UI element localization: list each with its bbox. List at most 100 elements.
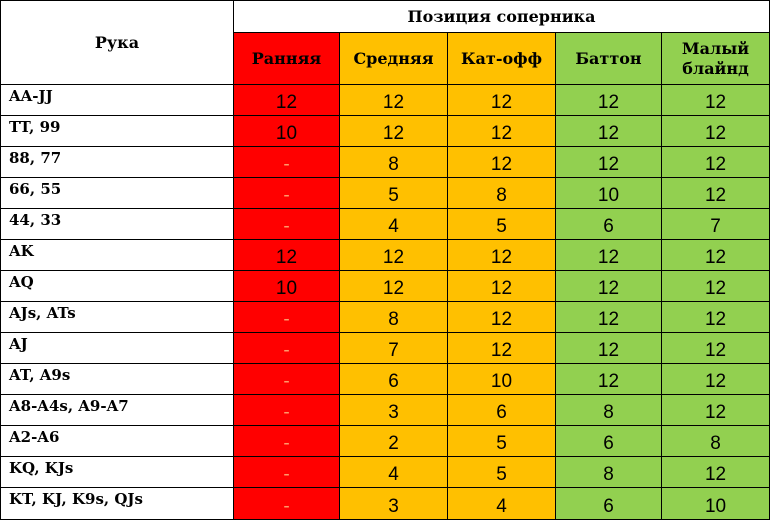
- hand-column-header: Рука: [0, 0, 234, 85]
- value-cell: 6: [555, 425, 662, 457]
- value-cell: 12: [555, 146, 662, 178]
- value-cell: 12: [555, 84, 662, 116]
- value-cell: 7: [660, 208, 770, 240]
- value-cell: 6: [555, 487, 662, 520]
- value-cell: 12: [555, 115, 662, 147]
- hand-cell: A8-A4s, A9-A7: [0, 394, 234, 426]
- value-cell: 12: [447, 146, 556, 178]
- value-cell: 4: [447, 487, 556, 520]
- value-cell: 10: [447, 363, 556, 395]
- position-header-1: Ранняя: [233, 32, 340, 85]
- value-cell: 12: [660, 115, 770, 147]
- value-cell: 8: [660, 425, 770, 457]
- value-cell: 8: [447, 177, 556, 209]
- hand-cell: AQ: [0, 270, 234, 302]
- value-cell: 12: [339, 239, 448, 271]
- table-row: AQ 10 12 12 12 12: [0, 270, 770, 302]
- table-row: A2-A6-2 5 6 8: [0, 425, 770, 457]
- value-cell: 3: [339, 487, 448, 520]
- value-cell: 12: [447, 239, 556, 271]
- value-cell: 12: [660, 456, 770, 488]
- position-header-5: Малый блайнд: [660, 32, 770, 85]
- value-cell: 12: [447, 332, 556, 364]
- value-cell: 12: [660, 363, 770, 395]
- value-cell: 12: [660, 332, 770, 364]
- value-cell: 2: [339, 425, 448, 457]
- hand-cell: KT, KJ, K9s, QJs: [0, 487, 234, 520]
- hand-cell: AJs, ATs: [0, 301, 234, 333]
- value-cell: 12: [339, 270, 448, 302]
- value-cell: 12: [233, 84, 340, 116]
- value-cell: 12: [447, 301, 556, 333]
- value-cell: 5: [447, 208, 556, 240]
- hand-cell: A2-A6: [0, 425, 234, 457]
- value-cell: 12: [555, 301, 662, 333]
- hand-cell: AA-JJ: [0, 84, 234, 116]
- value-cell: 12: [660, 84, 770, 116]
- table-row: AT, A9s -6 10 12 12: [0, 363, 770, 395]
- table-row: 44, 33-4 5 6 7: [0, 208, 770, 240]
- value-cell: 12: [555, 239, 662, 271]
- value-cell: 12: [555, 363, 662, 395]
- value-cell: 10: [233, 270, 340, 302]
- value-cell: 4: [339, 208, 448, 240]
- hand-cell: 66, 55: [0, 177, 234, 209]
- hand-cell: AK: [0, 239, 234, 271]
- value-cell: 12: [555, 332, 662, 364]
- hand-cell: AT, A9s: [0, 363, 234, 395]
- value-cell: -: [233, 301, 340, 333]
- value-cell: 12: [447, 115, 556, 147]
- value-cell: 8: [339, 146, 448, 178]
- position-group-header: Позиция соперника: [232, 0, 770, 33]
- value-cell: 12: [660, 394, 770, 426]
- value-cell: 5: [447, 425, 556, 457]
- value-cell: 10: [233, 115, 340, 147]
- value-cell: 8: [555, 456, 662, 488]
- value-cell: 10: [555, 177, 662, 209]
- value-cell: 7: [339, 332, 448, 364]
- hand-cell: AJ: [0, 332, 234, 364]
- value-cell: 12: [660, 177, 770, 209]
- table-row: AJs, ATs -8 12 12 12: [0, 301, 770, 333]
- position-header-3: Кат-офф: [447, 32, 556, 85]
- value-cell: 6: [447, 394, 556, 426]
- table-row: 66, 55-5 8 10 12: [0, 177, 770, 209]
- value-cell: 3: [339, 394, 448, 426]
- value-cell: -: [233, 394, 340, 426]
- position-header-4: Баттон: [555, 32, 662, 85]
- value-cell: 5: [447, 456, 556, 488]
- value-cell: 5: [339, 177, 448, 209]
- value-cell: 12: [660, 239, 770, 271]
- value-cell: 12: [447, 270, 556, 302]
- table-row: AA-JJ 12 12 12 12 12: [0, 84, 770, 116]
- value-cell: 12: [447, 84, 556, 116]
- value-cell: 10: [660, 487, 770, 520]
- table-row: KQ, KJs -4 5 8 12: [0, 456, 770, 488]
- table-row: TT, 99 10 12 12 12 12: [0, 115, 770, 147]
- value-cell: -: [233, 177, 340, 209]
- value-cell: -: [233, 425, 340, 457]
- value-cell: -: [233, 456, 340, 488]
- hand-cell: 44, 33: [0, 208, 234, 240]
- hand-cell: 88, 77: [0, 146, 234, 178]
- value-cell: 12: [339, 115, 448, 147]
- value-cell: 8: [339, 301, 448, 333]
- value-cell: 12: [660, 146, 770, 178]
- table-row: KT, KJ, K9s, QJs -3 4 6 10: [0, 487, 770, 520]
- value-cell: -: [233, 332, 340, 364]
- value-cell: 12: [339, 84, 448, 116]
- value-cell: 12: [555, 270, 662, 302]
- value-cell: 6: [555, 208, 662, 240]
- value-cell: 4: [339, 456, 448, 488]
- value-cell: 12: [660, 270, 770, 302]
- value-cell: 12: [660, 301, 770, 333]
- value-cell: 6: [339, 363, 448, 395]
- value-cell: -: [233, 487, 340, 520]
- value-cell: 8: [555, 394, 662, 426]
- hand-cell: TT, 99: [0, 115, 234, 147]
- table-row: A8-A4s, A9-A7-3 6 8 12: [0, 394, 770, 426]
- table-row: AK 12 12 12 12 12: [0, 239, 770, 271]
- table-row: AJ -7 12 12 12: [0, 332, 770, 364]
- value-cell: 12: [233, 239, 340, 271]
